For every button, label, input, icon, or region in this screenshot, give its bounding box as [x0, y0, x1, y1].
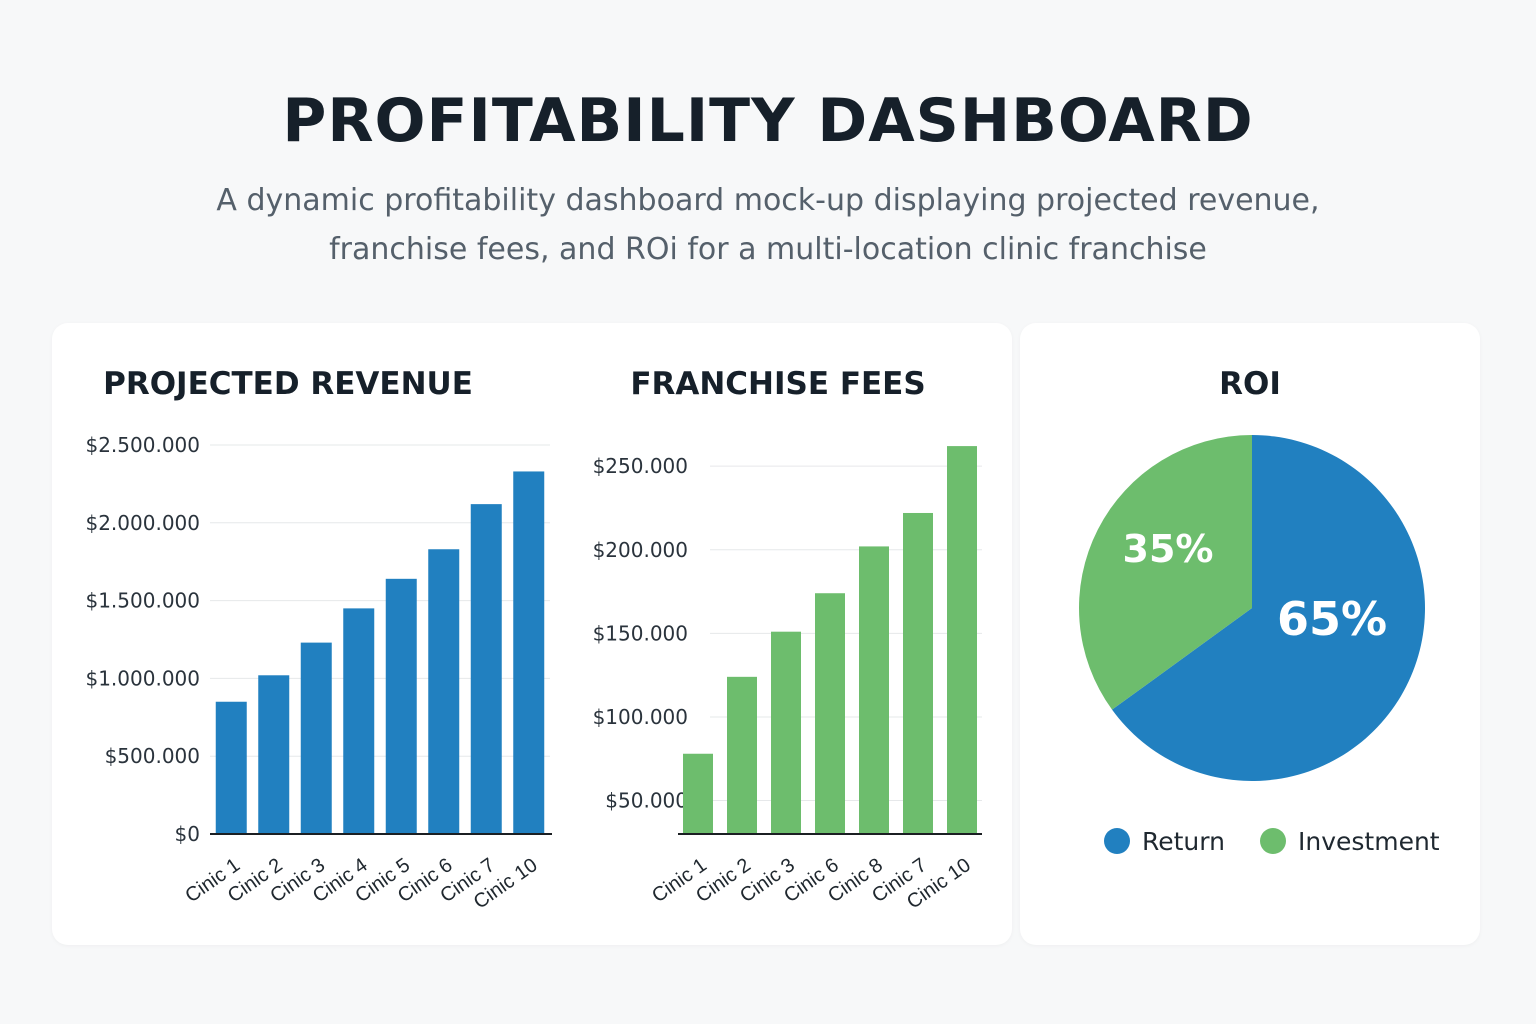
bar: [428, 549, 460, 834]
legend-swatch: [1104, 828, 1130, 854]
page-title: PROFITABILITY DASHBOARD: [282, 86, 1254, 156]
y-tick-label: $1.000.000: [85, 666, 200, 690]
bar: [385, 578, 417, 834]
bar: [300, 642, 332, 834]
bar: [343, 608, 375, 834]
projected-revenue-chart: PROJECTED REVENUE $0 $500.000 $1.000.000 $1.…: [85, 366, 552, 914]
page-subtitle: A dynamic profitability dashboard mock-u…: [168, 176, 1368, 274]
bar: [771, 631, 801, 834]
y-tick-label: $250.000: [593, 454, 688, 478]
bar: [683, 753, 713, 834]
pie-slice-return: [1112, 435, 1425, 782]
legend-label: Return: [1142, 827, 1225, 856]
bar: [903, 512, 933, 834]
y-tick-label: $2.000.000: [85, 511, 200, 535]
bar: [727, 676, 757, 834]
subtitle-line-2: franchise fees, and ROi for a multi-loca…: [329, 232, 1207, 267]
chart-title: ROI: [1219, 366, 1281, 402]
legend-swatch: [1260, 828, 1286, 854]
chart-title: PROJECTED REVENUE: [103, 366, 473, 402]
bar: [470, 504, 502, 834]
franchise-fees-chart: FRANCHISE FEES $50.000 $100.000 $150.000 $20…: [593, 366, 982, 914]
y-tick-label: $2.500.000: [85, 433, 200, 457]
y-tick-label: $150.000: [593, 621, 688, 645]
roi-pie-chart: ROI 65% 35% Return Investment: [1079, 366, 1440, 856]
y-tick-label: $50.000: [605, 789, 688, 813]
bar: [258, 675, 290, 834]
bar: [859, 546, 889, 834]
y-tick-label: $1.500.000: [85, 589, 200, 613]
subtitle-line-1: A dynamic profitability dashboard mock-u…: [216, 183, 1320, 218]
bar: [513, 471, 545, 834]
bar: [215, 701, 247, 834]
y-tick-label: $0: [175, 822, 200, 846]
y-tick-label: $500.000: [105, 744, 200, 768]
y-tick-label: $100.000: [593, 705, 688, 729]
chart-title: FRANCHISE FEES: [630, 366, 925, 402]
pie-slice-label: 65%: [1277, 592, 1387, 646]
y-tick-label: $200.000: [593, 538, 688, 562]
legend-label: Investment: [1298, 827, 1440, 856]
bar: [947, 446, 977, 834]
bar: [815, 593, 845, 834]
pie-slice-investment: [1079, 435, 1252, 710]
pie-slice-label: 35%: [1123, 527, 1214, 571]
